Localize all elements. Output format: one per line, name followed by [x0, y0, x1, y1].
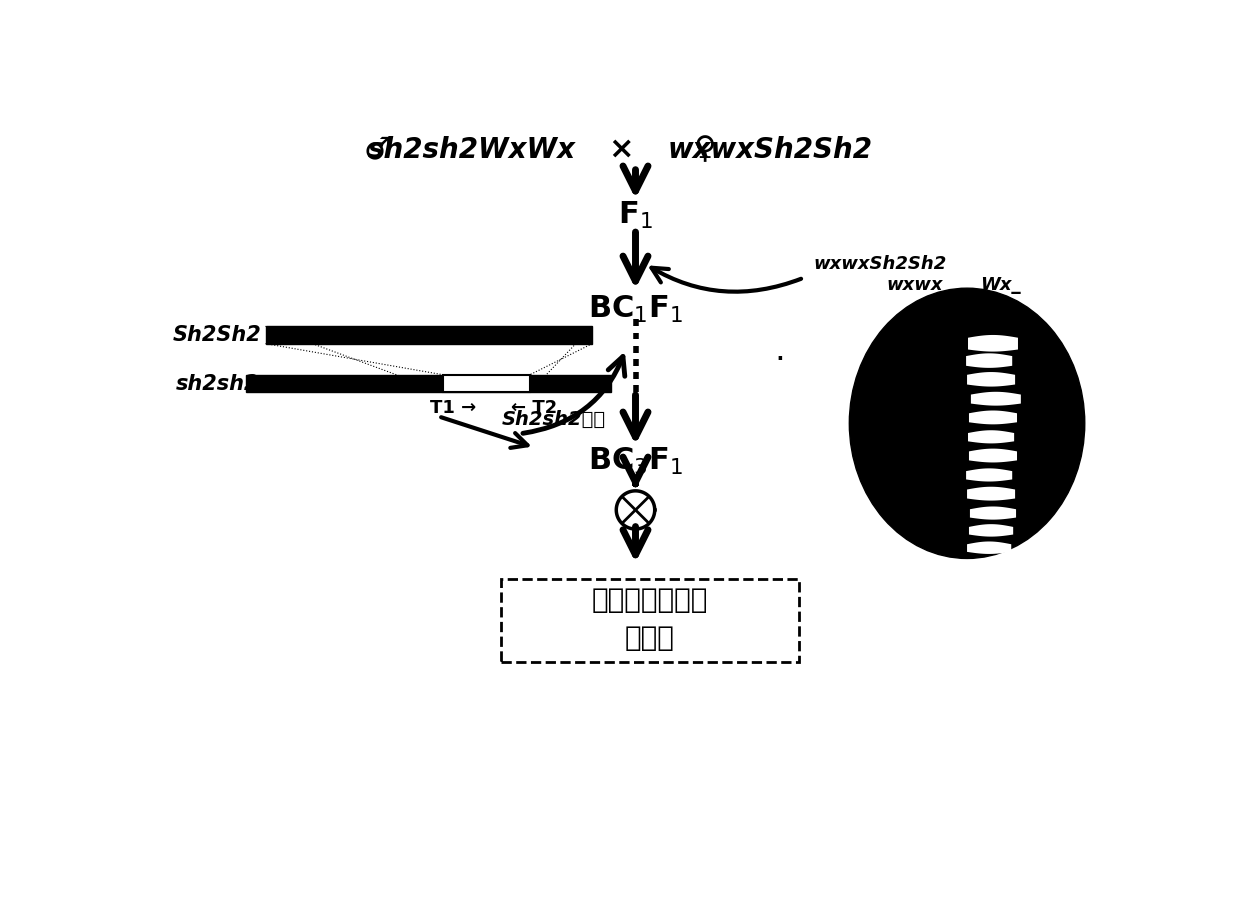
Polygon shape	[968, 410, 1017, 424]
Text: BC$_1$F$_1$: BC$_1$F$_1$	[588, 293, 683, 325]
Text: Sh2Sh2: Sh2Sh2	[174, 325, 262, 346]
Polygon shape	[968, 524, 1013, 536]
Text: ×: ×	[609, 135, 634, 164]
Bar	[501, 580, 799, 662]
Polygon shape	[968, 430, 1014, 444]
Polygon shape	[967, 542, 1012, 554]
Text: BC$_3$F$_1$: BC$_3$F$_1$	[588, 446, 683, 477]
Text: 甜糖双隐性玉米: 甜糖双隐性玉米	[591, 586, 708, 614]
Polygon shape	[966, 468, 1012, 482]
Text: 自交系: 自交系	[625, 624, 675, 652]
Text: ♂: ♂	[363, 135, 391, 164]
Polygon shape	[966, 354, 1012, 368]
Polygon shape	[970, 507, 1016, 519]
Bar	[265, 327, 593, 344]
Polygon shape	[967, 372, 1016, 387]
Text: wxwx: wxwx	[885, 275, 942, 293]
Text: wxwxSh2Sh2: wxwxSh2Sh2	[813, 255, 946, 273]
Text: sh2sh2WxWx: sh2sh2WxWx	[368, 136, 577, 164]
Text: ♀: ♀	[693, 135, 715, 164]
Polygon shape	[967, 487, 1016, 500]
Polygon shape	[968, 335, 1018, 352]
Text: T1 →: T1 →	[430, 399, 476, 417]
Text: wxwxSh2Sh2: wxwxSh2Sh2	[667, 136, 873, 164]
Text: ← T2: ← T2	[511, 399, 558, 417]
Text: F$_1$: F$_1$	[618, 200, 653, 231]
Text: Wx_: Wx_	[981, 275, 1021, 293]
Bar	[444, 374, 529, 392]
Text: ·: ·	[774, 345, 785, 377]
Ellipse shape	[849, 288, 1085, 558]
Text: sh2sh2: sh2sh2	[176, 374, 259, 394]
Polygon shape	[971, 392, 1021, 406]
Polygon shape	[968, 448, 1017, 463]
Bar	[247, 374, 611, 392]
Text: Sh2sh2检测: Sh2sh2检测	[502, 410, 606, 429]
